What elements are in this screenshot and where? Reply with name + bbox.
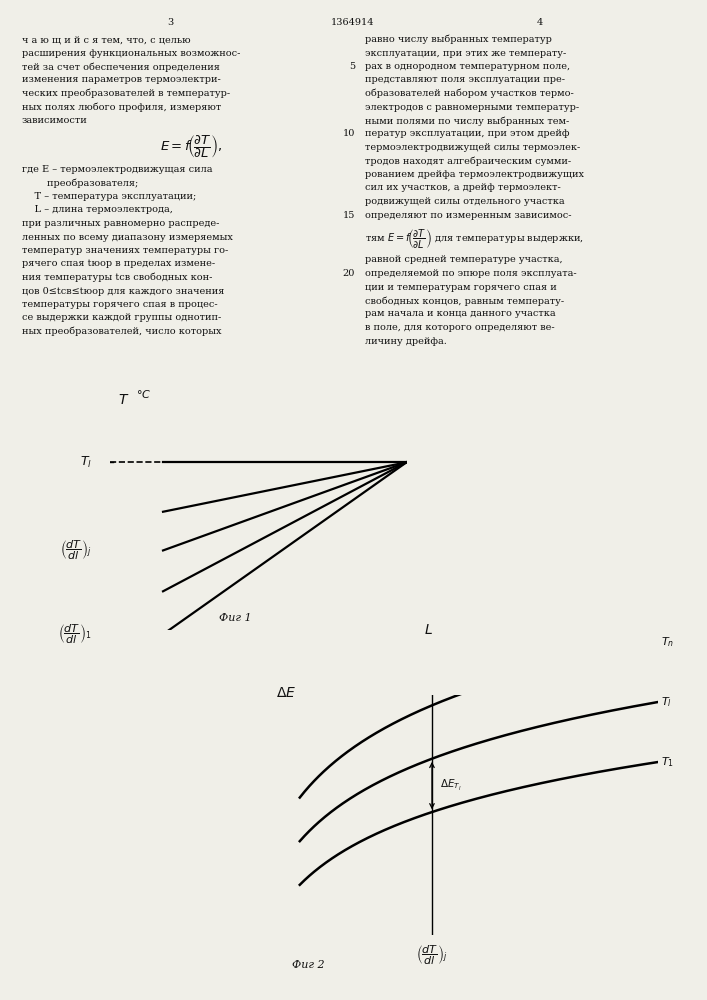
Text: ции и температурам горячего спая и: ции и температурам горячего спая и — [365, 282, 556, 292]
Text: определяют по измеренным зависимос-: определяют по измеренным зависимос- — [365, 211, 571, 220]
Text: ч а ю щ и й с я тем, что, с целью: ч а ю щ и й с я тем, что, с целью — [22, 35, 191, 44]
Text: образователей набором участков термо-: образователей набором участков термо- — [365, 89, 574, 99]
Text: при различных равномерно распреде-: при различных равномерно распреде- — [22, 219, 219, 228]
Text: $E=f\!\left(\dfrac{\partial T}{\partial L}\right),$: $E=f\!\left(\dfrac{\partial T}{\partial … — [160, 133, 223, 160]
Text: ленных по всему диапазону измеряемых: ленных по всему диапазону измеряемых — [22, 232, 233, 241]
Text: рах в однородном температурном поле,: рах в однородном температурном поле, — [365, 62, 570, 71]
Text: зависимости: зависимости — [22, 116, 88, 125]
Text: свободных концов, равным температу-: свободных концов, равным температу- — [365, 296, 564, 306]
Text: ния температуры tсв свободных кон-: ния температуры tсв свободных кон- — [22, 273, 212, 282]
Text: расширения функциональных возможнос-: расширения функциональных возможнос- — [22, 48, 240, 57]
Text: рам начала и конца данного участка: рам начала и конца данного участка — [365, 310, 556, 318]
Text: Фиг 1: Фиг 1 — [218, 613, 251, 623]
Text: электродов с равномерными температур-: электродов с равномерными температур- — [365, 103, 579, 111]
Text: где E – термоэлектродвижущая сила: где E – термоэлектродвижущая сила — [22, 165, 213, 174]
Text: се выдержки каждой группы однотип-: се выдержки каждой группы однотип- — [22, 314, 221, 322]
Text: сил их участков, а дрейф термоэлект-: сил их участков, а дрейф термоэлект- — [365, 184, 561, 192]
Text: ных преобразователей, число которых: ных преобразователей, число которых — [22, 327, 221, 336]
Text: $°C$: $°C$ — [136, 387, 151, 399]
Text: определяемой по эпюре поля эксплуата-: определяемой по эпюре поля эксплуата- — [365, 269, 577, 278]
Text: 5: 5 — [349, 62, 355, 71]
Text: температуры горячего спая в процес-: температуры горячего спая в процес- — [22, 300, 218, 309]
Text: $\left(\dfrac{dT}{dl}\right)_1$: $\left(\dfrac{dT}{dl}\right)_1$ — [59, 623, 92, 646]
Text: представляют поля эксплуатации пре-: представляют поля эксплуатации пре- — [365, 76, 565, 85]
Text: T – температура эксплуатации;: T – температура эксплуатации; — [22, 192, 197, 201]
Text: тродов находят алгебраическим сумми-: тродов находят алгебраическим сумми- — [365, 156, 571, 166]
Text: ческих преобразователей в температур-: ческих преобразователей в температур- — [22, 89, 230, 99]
Text: 15: 15 — [343, 211, 355, 220]
Text: $L$: $L$ — [424, 623, 433, 637]
Text: тям $E=f\!\left(\dfrac{\partial T}{\partial L}\right)$ для температуры выдержки,: тям $E=f\!\left(\dfrac{\partial T}{\part… — [365, 228, 584, 251]
Text: цов 0≤tсв≤tюop для каждого значения: цов 0≤tсв≤tюop для каждого значения — [22, 286, 224, 296]
Text: 20: 20 — [343, 269, 355, 278]
Text: $\Delta E$: $\Delta E$ — [276, 686, 297, 700]
Text: $T$: $T$ — [119, 393, 130, 407]
Text: Фиг 2: Фиг 2 — [292, 960, 325, 970]
Text: родвижущей силы отдельного участка: родвижущей силы отдельного участка — [365, 197, 565, 206]
Text: 1364914: 1364914 — [332, 18, 375, 27]
Text: температур значениях температуры го-: температур значениях температуры го- — [22, 246, 228, 255]
Text: 10: 10 — [343, 129, 355, 138]
Text: ных полях любого профиля, измеряют: ных полях любого профиля, измеряют — [22, 103, 221, 112]
Text: $\Delta E_{T_l}$: $\Delta E_{T_l}$ — [440, 778, 461, 793]
Text: равно числу выбранных температур: равно числу выбранных температур — [365, 35, 552, 44]
Text: тей за счет обеспечения определения: тей за счет обеспечения определения — [22, 62, 220, 72]
Text: $T_n$: $T_n$ — [662, 635, 674, 649]
Text: ными полями по числу выбранных тем-: ными полями по числу выбранных тем- — [365, 116, 569, 125]
Text: ператур эксплуатации, при этом дрейф: ператур эксплуатации, при этом дрейф — [365, 129, 570, 138]
Text: $\left(\dfrac{dT}{dl}\right)_j$: $\left(\dfrac{dT}{dl}\right)_j$ — [61, 539, 92, 562]
Text: $T_l$: $T_l$ — [662, 695, 672, 709]
Text: в поле, для которого определяют ве-: в поле, для которого определяют ве- — [365, 323, 554, 332]
Text: 3: 3 — [167, 18, 173, 27]
Text: $T_l$: $T_l$ — [80, 455, 92, 470]
Text: рованием дрейфа термоэлектродвижущих: рованием дрейфа термоэлектродвижущих — [365, 170, 584, 179]
Text: $T_1$: $T_1$ — [662, 755, 674, 769]
Text: равной средней температуре участка,: равной средней температуре участка, — [365, 255, 563, 264]
Text: рячего спая tюop в пределах измене-: рячего спая tюop в пределах измене- — [22, 259, 215, 268]
Text: термоэлектродвижущей силы термоэлек-: термоэлектродвижущей силы термоэлек- — [365, 143, 580, 152]
Text: преобразователя;: преобразователя; — [22, 178, 139, 188]
Text: L – длина термоэлектрода,: L – длина термоэлектрода, — [22, 206, 173, 215]
Text: изменения параметров термоэлектри-: изменения параметров термоэлектри- — [22, 76, 221, 85]
Text: 4: 4 — [537, 18, 543, 27]
Text: эксплуатации, при этих же температу-: эксплуатации, при этих же температу- — [365, 48, 566, 57]
Text: $\left(\dfrac{dT}{dl}\right)_j$: $\left(\dfrac{dT}{dl}\right)_j$ — [416, 944, 448, 967]
Text: личину дрейфа.: личину дрейфа. — [365, 336, 447, 346]
